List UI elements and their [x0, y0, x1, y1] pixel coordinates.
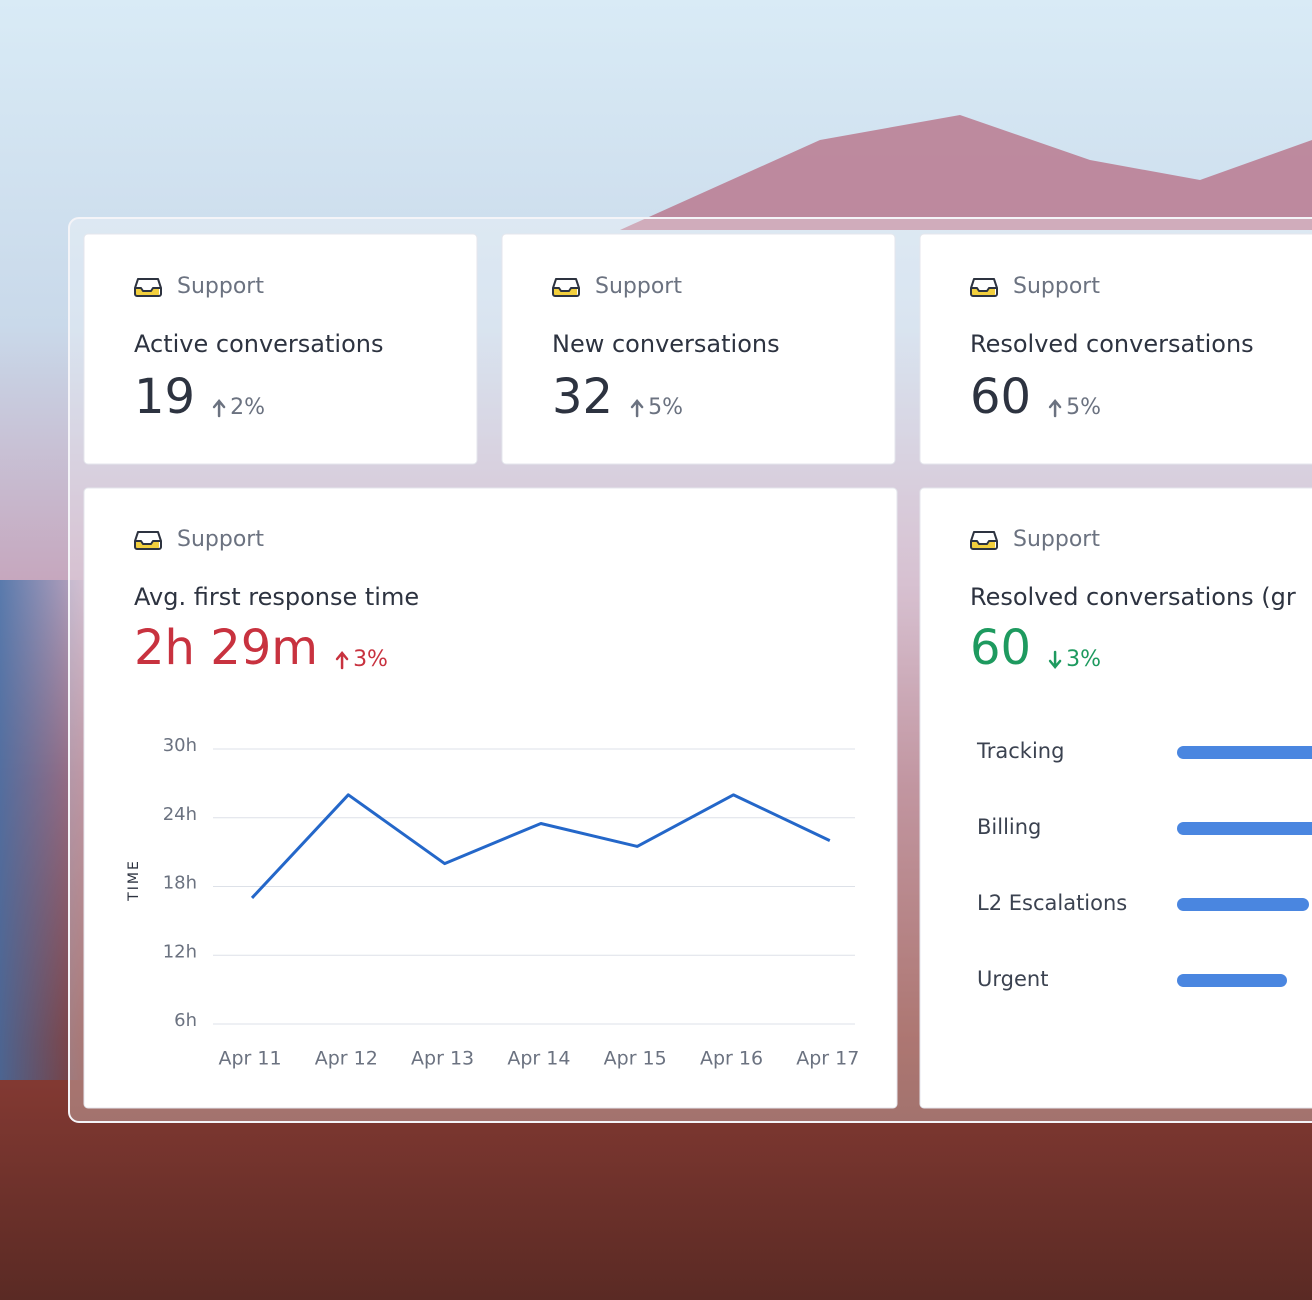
- inbox-icon: [134, 278, 162, 297]
- x-tick-label: Apr 12: [315, 1048, 378, 1070]
- card-source: Support: [1013, 527, 1100, 552]
- card: [83, 233, 478, 465]
- x-tick-label: Apr 11: [218, 1048, 281, 1070]
- card-change: 5%: [648, 395, 683, 420]
- y-tick-label: 12h: [163, 941, 197, 962]
- x-tick-label: Apr 15: [604, 1048, 667, 1070]
- inbox-icon: [970, 531, 998, 550]
- x-tick-label: Apr 14: [507, 1048, 570, 1070]
- inbox-icon: [970, 278, 998, 297]
- x-tick-label: Apr 17: [796, 1048, 859, 1070]
- card-title: Resolved conversations: [970, 330, 1254, 358]
- card: [83, 487, 898, 1109]
- bar-label: L2 Escalations: [977, 891, 1127, 915]
- card-value: 2h 29m: [134, 620, 318, 676]
- hill: [0, 580, 90, 1080]
- change-arrow: [630, 399, 644, 418]
- card-change: 5%: [1066, 395, 1101, 420]
- y-axis-label: TIME: [126, 859, 142, 902]
- content: Support Active conversations 19 2% Support Ne…: [83, 233, 1312, 1109]
- card-source: Support: [177, 527, 264, 552]
- change-arrow: [1048, 650, 1062, 669]
- inbox-icon: [552, 278, 580, 297]
- card-value: 32: [552, 369, 613, 425]
- line: [250, 793, 831, 899]
- card-change: 2%: [230, 395, 265, 420]
- card-title: Active conversations: [134, 330, 383, 358]
- y-tick-label: 6h: [174, 1010, 197, 1031]
- card-source: Support: [1013, 274, 1100, 299]
- bar: [1177, 974, 1287, 987]
- y-tick-label: 24h: [163, 804, 197, 825]
- card-value: 60: [970, 620, 1031, 676]
- bar-label: Tracking: [976, 739, 1064, 763]
- inbox-icon: [134, 531, 162, 550]
- card-change: 3%: [1066, 647, 1101, 672]
- x-tick-label: Apr 13: [411, 1048, 474, 1070]
- bar: [1177, 898, 1309, 911]
- card-title: Resolved conversations (gr: [970, 583, 1296, 611]
- card-value: 19: [134, 369, 195, 425]
- mountain: [620, 115, 1312, 230]
- card: [919, 487, 1312, 1109]
- bar-label: Urgent: [977, 967, 1048, 991]
- card: [501, 233, 896, 465]
- card-title: New conversations: [552, 330, 780, 358]
- y-tick-label: 18h: [163, 873, 197, 894]
- bar: [1177, 746, 1312, 759]
- x-tick-label: Apr 16: [700, 1048, 763, 1070]
- bar: [1177, 822, 1312, 835]
- card-source: Support: [595, 274, 682, 299]
- change-arrow: [212, 399, 226, 418]
- card-source: Support: [177, 274, 264, 299]
- card-value: 60: [970, 369, 1031, 425]
- card-change: 3%: [353, 647, 388, 672]
- y-tick-label: 30h: [163, 735, 197, 756]
- bar-label: Billing: [977, 815, 1041, 839]
- card: [919, 233, 1312, 465]
- change-arrow: [1048, 399, 1062, 418]
- card-title: Avg. first response time: [134, 583, 419, 611]
- change-arrow: [335, 651, 349, 670]
